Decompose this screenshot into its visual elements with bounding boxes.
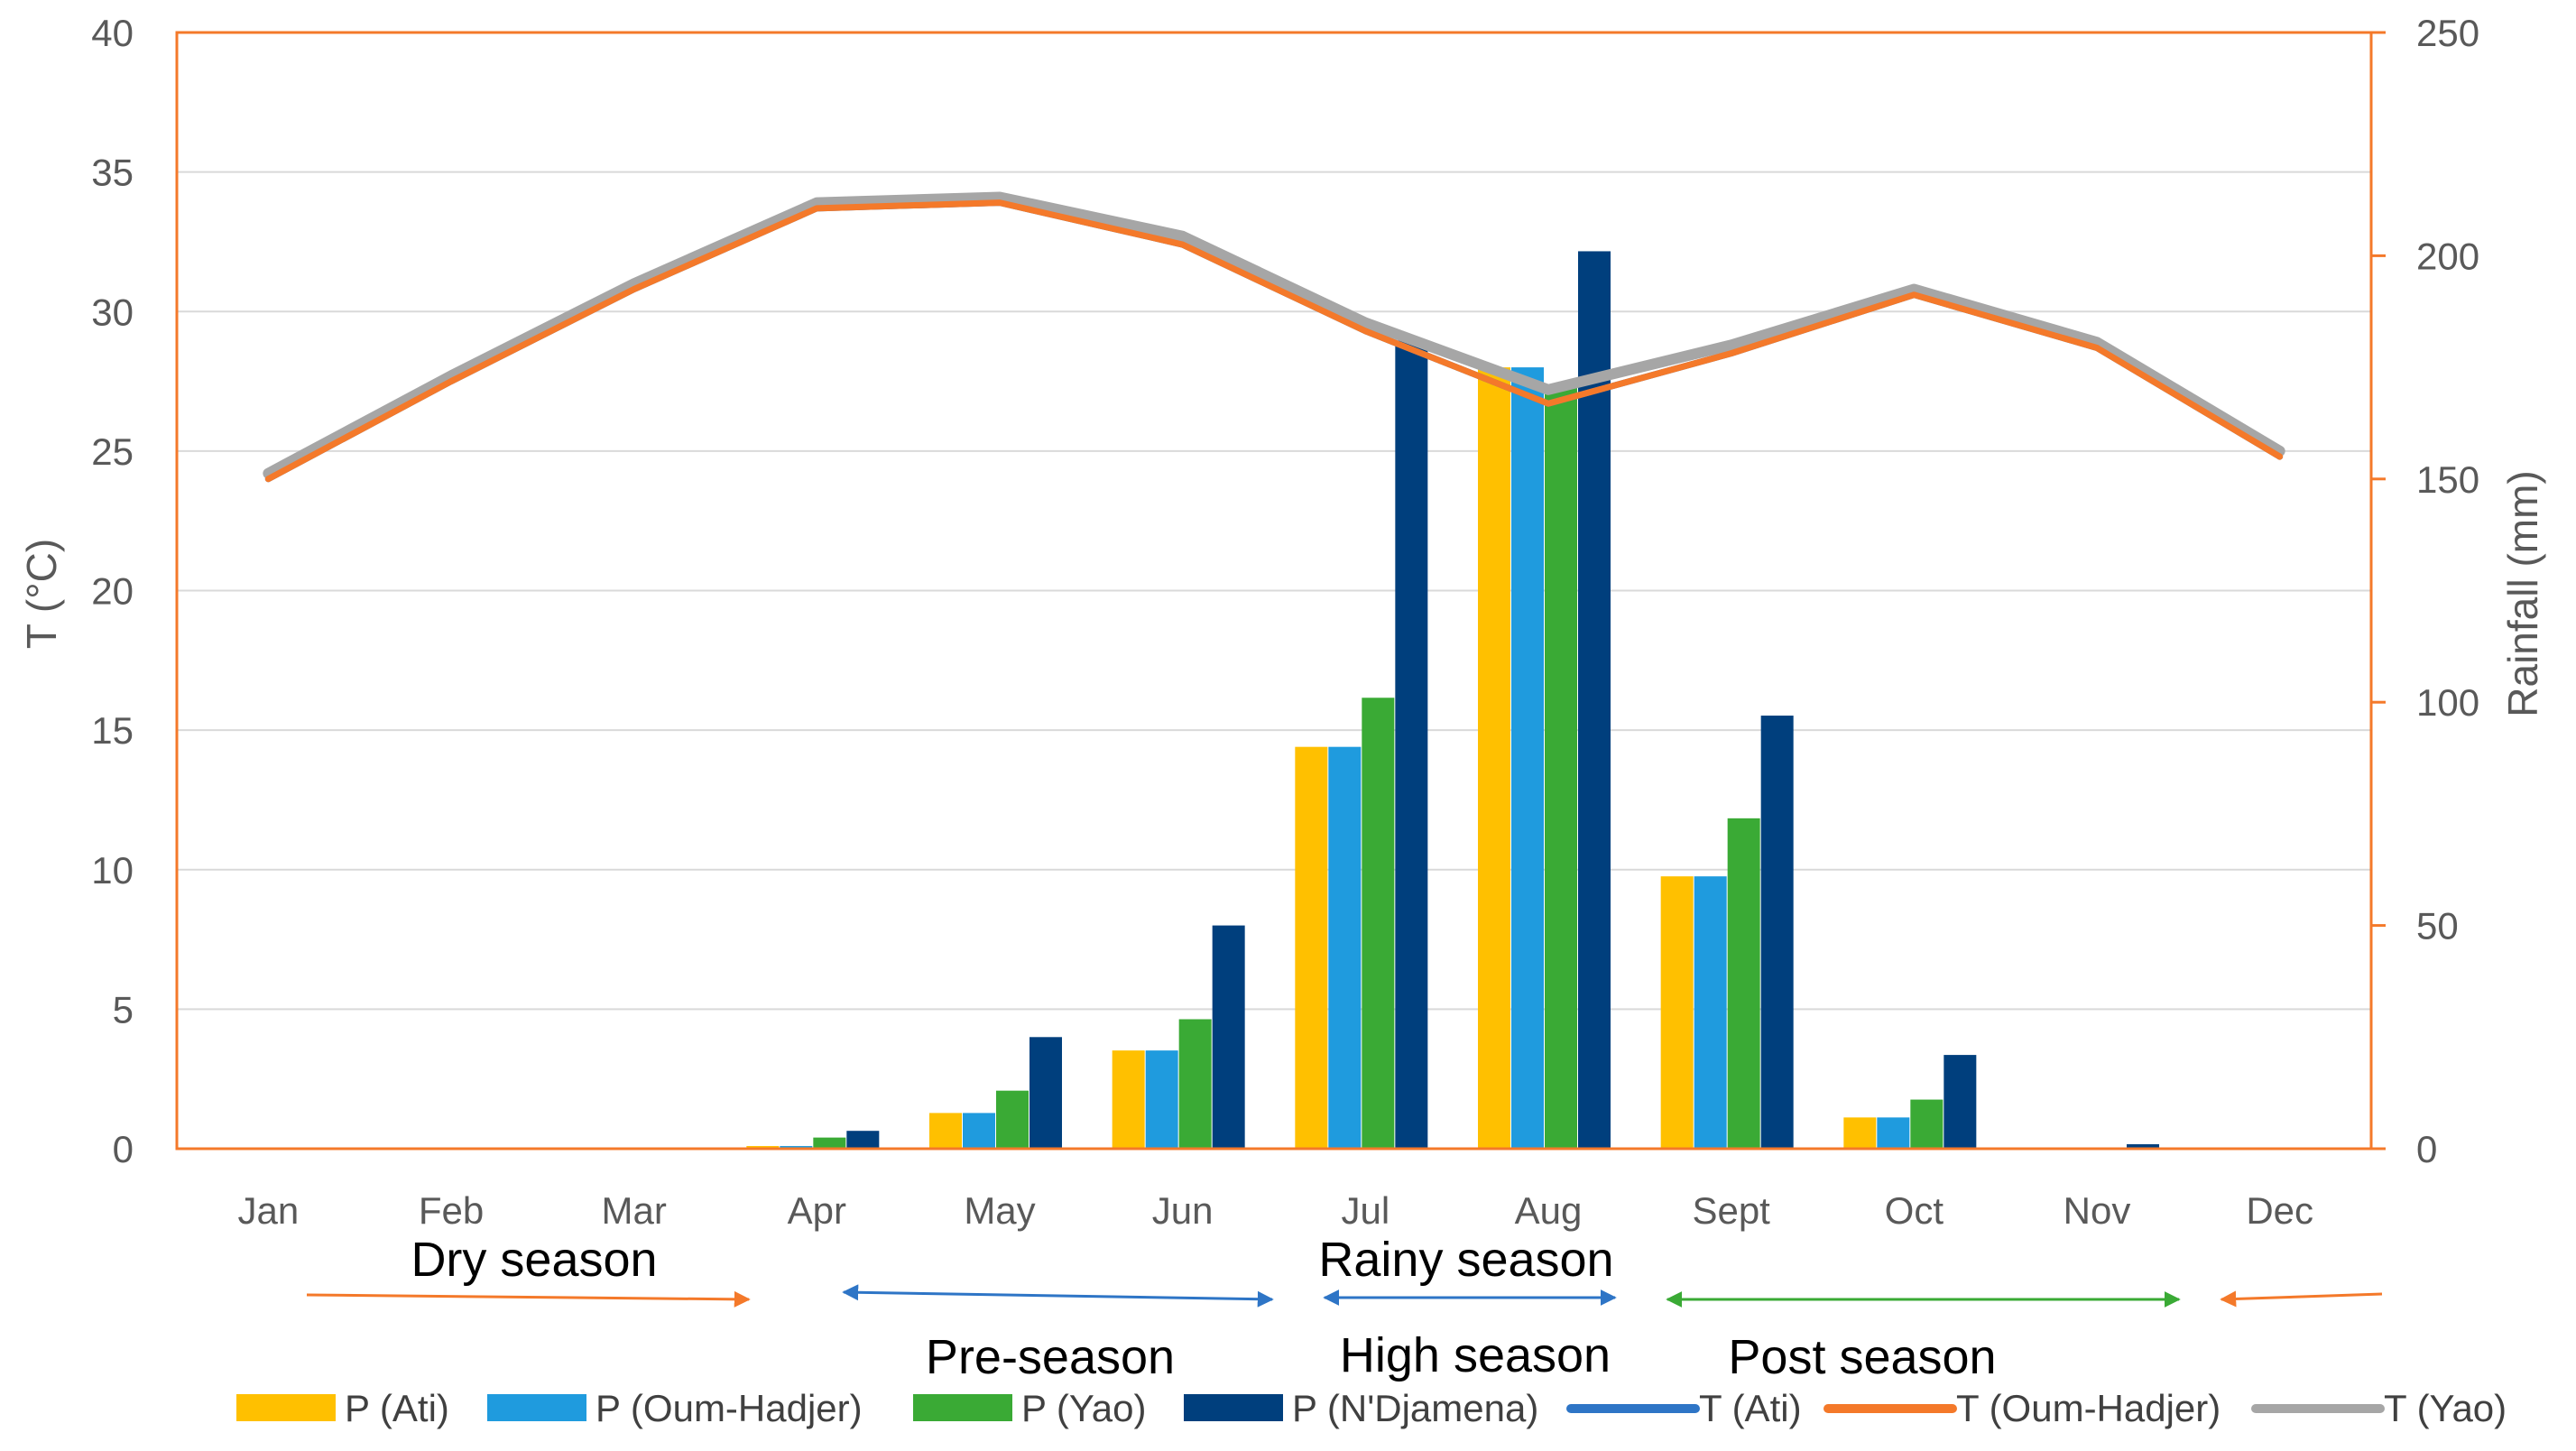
plot-frame: [175, 31, 2373, 1151]
legend-label: T (Oum-Hadjer): [1956, 1387, 2221, 1429]
legend-label: P (Ati): [345, 1387, 449, 1429]
legend-swatch: [913, 1394, 1012, 1421]
legend-label: T (Ati): [1699, 1387, 1802, 1429]
legend-item: P (N'Djamena): [1184, 1387, 1538, 1429]
legend-swatch: [1184, 1394, 1283, 1421]
bar-p-oum-hadjer-: [1877, 1117, 1910, 1149]
bar-p-yao-: [1545, 384, 1577, 1150]
bar-p-yao-: [813, 1137, 846, 1149]
legend-item: T (Ati): [1566, 1387, 1802, 1429]
axis-ticks: 0 5 10 15 20 25 30 35 40 0 50 100 150 200 250 Jan Feb Mar…: [91, 12, 2479, 1232]
legend-swatch: [236, 1394, 336, 1421]
legend-item: P (Ati): [236, 1387, 449, 1429]
legend-item: P (Oum-Hadjer): [487, 1387, 863, 1429]
dry-season-arrow: [306, 1290, 751, 1308]
rainfall-bars: [746, 251, 2159, 1150]
right-tick-label: 0: [2416, 1128, 2437, 1170]
right-tick-label: 100: [2416, 681, 2479, 724]
bar-p-oum-hadjer-: [963, 1113, 995, 1149]
season-label-post: Post season: [1728, 1330, 1996, 1384]
bar-p-ati-: [1843, 1117, 1877, 1149]
bar-p-ati-: [1478, 367, 1510, 1150]
x-tick-label: Sept: [1692, 1189, 1770, 1232]
x-tick-label: May: [964, 1189, 1035, 1232]
season-label-high: High season: [1340, 1328, 1611, 1382]
bar-p-n-djamena-: [1212, 925, 1245, 1149]
season-label-rainy: Rainy season: [1318, 1233, 1613, 1287]
x-tick-label: Apr: [788, 1189, 846, 1232]
legend-item: T (Oum-Hadjer): [1824, 1387, 2221, 1429]
temperature-lines: [263, 191, 2285, 483]
season-label-pre: Pre-season: [926, 1330, 1175, 1384]
bar-p-n-djamena-: [1395, 340, 1428, 1149]
season-arrows: [306, 1284, 2383, 1308]
gridlines: [177, 171, 2371, 1011]
bar-p-ati-: [929, 1113, 962, 1149]
left-axis-title: T (°C): [18, 539, 65, 649]
right-axis-title: Rainfall (mm): [2499, 470, 2546, 716]
x-tick-label: Nov: [2064, 1189, 2131, 1232]
left-tick-label: 35: [91, 152, 134, 194]
bar-p-yao-: [1910, 1099, 1944, 1149]
legend-item: T (Yao): [2251, 1387, 2507, 1429]
right-tick-label: 150: [2416, 458, 2479, 501]
left-tick-label: 25: [91, 430, 134, 473]
line-t-oum-hadjer-: [264, 199, 2284, 483]
x-tick-label: Jul: [1341, 1189, 1390, 1232]
bar-p-yao-: [1178, 1019, 1212, 1149]
line-t-ati-: [264, 199, 2284, 483]
left-tick-label: 5: [113, 988, 134, 1030]
legend-label: T (Yao): [2384, 1387, 2507, 1429]
bar-p-ati-: [1112, 1050, 1145, 1149]
bar-p-yao-: [1727, 818, 1760, 1149]
x-tick-label: Feb: [419, 1189, 484, 1232]
legend-label: P (Oum-Hadjer): [596, 1387, 863, 1429]
x-tick-label: Jan: [237, 1189, 299, 1232]
right-tick-label: 50: [2416, 905, 2459, 947]
left-tick-label: 0: [113, 1128, 134, 1170]
right-tick-label: 250: [2416, 12, 2479, 54]
bar-p-n-djamena-: [1029, 1037, 1062, 1149]
legend-label: P (Yao): [1021, 1387, 1147, 1429]
legend-swatch: [487, 1394, 586, 1421]
bar-p-ati-: [1295, 746, 1328, 1149]
legend-label: P (N'Djamena): [1292, 1387, 1538, 1429]
bar-p-n-djamena-: [1944, 1055, 1977, 1149]
bar-p-n-djamena-: [846, 1131, 880, 1149]
x-tick-label: Dec: [2246, 1189, 2313, 1232]
left-tick-label: 40: [91, 12, 134, 54]
bar-p-ati-: [1660, 876, 1694, 1149]
left-tick-label: 30: [91, 291, 134, 333]
bar-p-yao-: [1362, 698, 1395, 1149]
right-tick-label: 200: [2416, 235, 2479, 277]
bar-p-oum-hadjer-: [1328, 746, 1362, 1149]
bar-p-n-djamena-: [1760, 716, 1794, 1149]
legend-item: P (Yao): [913, 1387, 1147, 1429]
left-tick-label: 10: [91, 849, 134, 892]
bar-p-oum-hadjer-: [1511, 367, 1544, 1150]
bar-p-yao-: [996, 1090, 1029, 1149]
line-t-yao-: [263, 191, 2285, 479]
bar-p-n-djamena-: [2127, 1144, 2159, 1149]
x-tick-label: Aug: [1515, 1189, 1583, 1232]
dry-season-return-arrow: [2220, 1290, 2383, 1308]
left-tick-label: 20: [91, 570, 134, 613]
left-tick-label: 15: [91, 709, 134, 752]
legend: P (Ati) P (Oum-Hadjer) P (Yao) P (N'Djamena…: [236, 1387, 2507, 1429]
x-tick-label: Jun: [1152, 1189, 1214, 1232]
pre-season-arrow: [842, 1284, 1274, 1308]
season-label-dry: Dry season: [411, 1233, 657, 1287]
x-tick-label: Mar: [601, 1189, 666, 1232]
plot-border: [175, 31, 2373, 1151]
bar-p-oum-hadjer-: [1694, 876, 1727, 1149]
x-tick-label: Oct: [1885, 1189, 1944, 1232]
bar-p-oum-hadjer-: [1145, 1050, 1178, 1149]
season-annotations: Dry season Pre-season Rainy season High …: [411, 1233, 1996, 1384]
bar-p-n-djamena-: [1578, 251, 1611, 1149]
